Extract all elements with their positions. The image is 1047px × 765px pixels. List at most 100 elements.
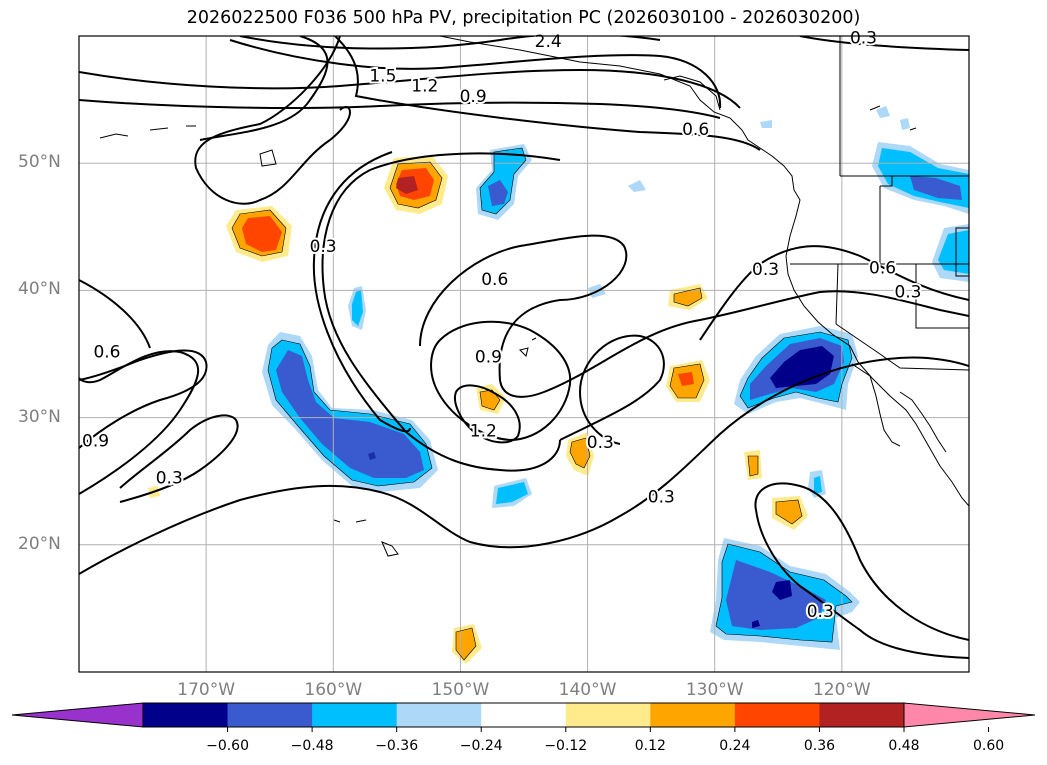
pv-contour-0-3-west xyxy=(199,36,329,141)
map-title: 2026022500 F036 500 hPa PV, precipitatio… xyxy=(186,8,861,28)
contour-label: 0.3 xyxy=(752,260,779,280)
pc-area-negative xyxy=(876,106,890,118)
pv-contour-0-6 xyxy=(334,36,761,151)
lon-tick-label: 160°W xyxy=(304,680,363,700)
pc-area-negative xyxy=(628,180,646,192)
contour-label: 0.9 xyxy=(82,431,109,451)
colorbar-segment xyxy=(312,703,398,727)
lon-tick-label: 120°W xyxy=(812,680,871,700)
pc-area-positive xyxy=(678,372,694,386)
pv-contour-0-3-tri xyxy=(119,414,239,503)
colorbar-segment xyxy=(227,703,313,727)
pc-area-negative xyxy=(276,350,424,478)
pc-area-negative xyxy=(814,476,822,494)
contour-label: 0.3 xyxy=(310,237,337,257)
pc-area-negative xyxy=(488,180,508,206)
lat-tick-label: 20°N xyxy=(18,533,61,554)
lon-tick-label: 150°W xyxy=(431,680,490,700)
colorbar-segment xyxy=(481,703,567,727)
contour-label: 2.4 xyxy=(535,32,562,52)
pv-contour-0-3-central xyxy=(312,151,411,433)
pc-area-negative xyxy=(352,290,363,326)
colorbar-segment xyxy=(565,703,651,727)
precipitation-outlines xyxy=(231,147,853,661)
colorbar-extend-high xyxy=(903,702,1036,728)
pv-contour-0-6-mid xyxy=(419,234,969,398)
pc-area-positive xyxy=(748,456,758,476)
contour-label: 0.9 xyxy=(475,348,502,368)
colorbar xyxy=(11,702,1036,732)
contour-label: 1.2 xyxy=(411,77,438,97)
contour-label: 0.6 xyxy=(93,342,120,362)
contour-label: 0.6 xyxy=(682,120,709,140)
pc-area-negative xyxy=(760,120,772,128)
colorbar-tick-label: −0.12 xyxy=(544,738,588,754)
pv-contours xyxy=(79,36,969,659)
precipitation-shading xyxy=(148,106,969,664)
colorbar-segment xyxy=(734,703,820,727)
colorbar-tick-label: −0.60 xyxy=(206,738,249,754)
lon-tick-label: 170°W xyxy=(177,680,236,700)
colorbar-segment xyxy=(650,703,736,727)
contour-label: 0.6 xyxy=(481,270,508,290)
colorbar-segment xyxy=(396,703,482,727)
pv-contour-0-9 xyxy=(79,99,721,119)
graticule xyxy=(79,36,969,672)
colorbar-frame xyxy=(142,702,905,728)
pv-contour-0-6-loop xyxy=(321,152,561,472)
lat-tick-label: 30°N xyxy=(18,406,61,427)
coastlines xyxy=(99,36,969,557)
pc-area-positive xyxy=(396,176,418,194)
colorbar-tick-label: −0.24 xyxy=(459,738,503,754)
contour-label: 0.6 xyxy=(869,259,896,279)
contour-label: 0.3 xyxy=(156,468,183,488)
contour-label: 0.3 xyxy=(587,433,614,453)
contour-label: 0.3 xyxy=(850,28,877,48)
pc-area-negative xyxy=(496,482,528,504)
contour-label: 0.3 xyxy=(894,283,921,303)
pc-area-negative xyxy=(772,580,792,600)
pc-area-negative xyxy=(900,118,910,130)
pc-area-negative xyxy=(938,230,969,274)
pc-area-negative xyxy=(752,620,760,628)
pc-area-positive xyxy=(480,390,500,410)
pv-contour-0-3-north xyxy=(799,36,969,51)
colorbar-tick-label: 0.12 xyxy=(634,738,666,754)
pv-contour-0-3-sw xyxy=(79,350,199,495)
colorbar-tick-label: 0.36 xyxy=(803,738,836,754)
colorbar-tick-label: −0.36 xyxy=(375,738,419,754)
colorbar-tick-label: 0.60 xyxy=(972,738,1005,754)
colorbar-segment xyxy=(819,703,905,727)
lat-tick-label: 40°N xyxy=(18,279,61,300)
contour-label: 0.9 xyxy=(460,87,487,107)
pc-area-positive xyxy=(242,216,282,252)
contour-label: 0.3 xyxy=(807,602,834,622)
colorbar-tick-label: −0.48 xyxy=(290,738,334,754)
contour-labels: 2.4 0.3 1.5 1.2 0.9 0.6 0.3 0.6 0.3 0.6 0.3 0.6 0.9 1… xyxy=(80,26,923,624)
pv-contour-0-6-sw xyxy=(79,349,208,449)
pv-contour-0-9-loop xyxy=(430,320,572,442)
lon-tick-label: 130°W xyxy=(685,680,744,700)
colorbar-extend-low xyxy=(11,702,144,728)
pv-contour-1-2-loop xyxy=(454,384,521,444)
pc-area-negative xyxy=(770,346,834,388)
pv-contour-0-3-bottom xyxy=(754,482,969,659)
pv-contour-2-4 xyxy=(239,36,661,50)
pc-area-positive xyxy=(570,438,590,468)
colorbar-segment xyxy=(143,703,229,727)
colorbar-tick-label: 0.48 xyxy=(888,738,920,754)
pv-contour-1-2 xyxy=(79,68,741,109)
contour-label: 1.2 xyxy=(470,421,497,441)
pc-area-negative xyxy=(368,452,376,460)
pv-contour-0-3-main xyxy=(194,36,351,205)
pv-contour-0-3-east xyxy=(699,245,969,341)
contour-label: 1.5 xyxy=(369,66,396,86)
lat-tick-label: 50°N xyxy=(18,152,61,173)
colorbar-tick-label: 0.24 xyxy=(719,738,751,754)
map-frame xyxy=(78,35,970,673)
pv-contour-0-3-south xyxy=(79,356,969,575)
contour-label: 0.3 xyxy=(648,487,675,507)
pc-area-positive xyxy=(456,628,476,660)
lon-tick-label: 140°W xyxy=(558,680,617,700)
